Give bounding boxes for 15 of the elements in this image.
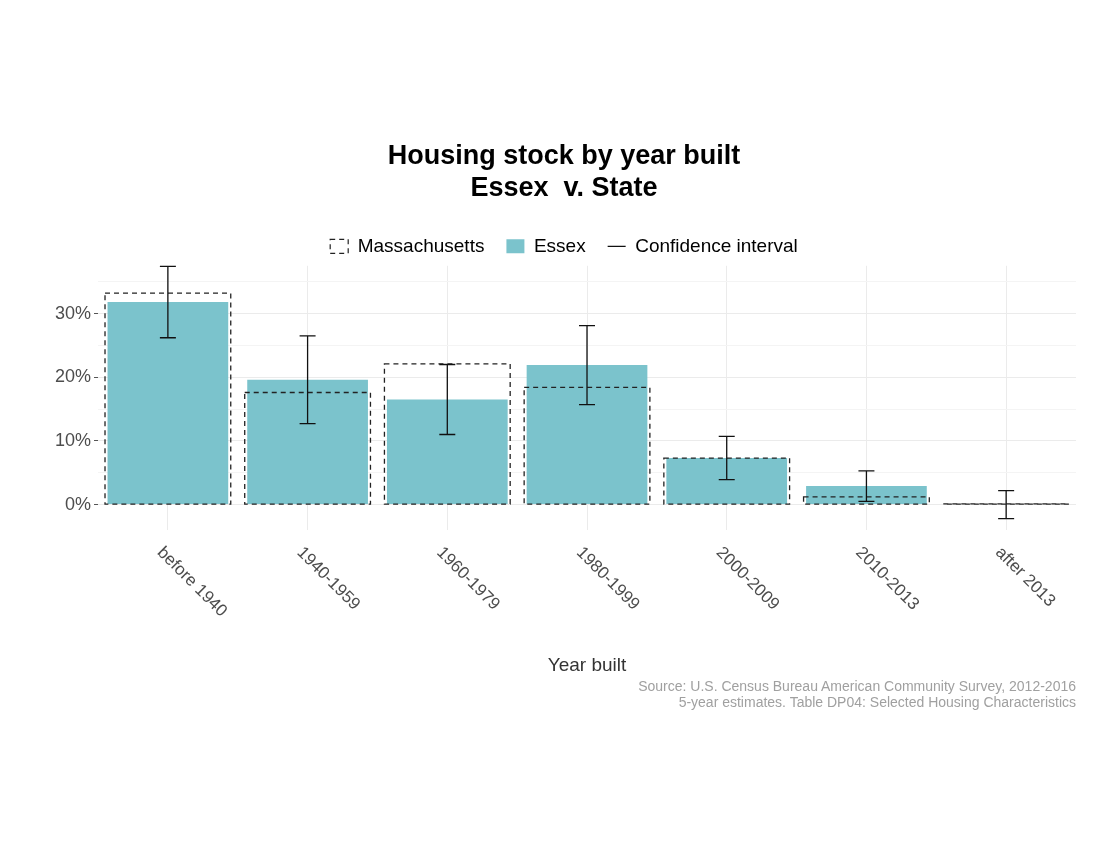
- y-tick-label: 0%: [65, 493, 92, 514]
- bar: [386, 399, 508, 505]
- y-tick-label: 30%: [55, 302, 92, 323]
- bar: [383, 363, 511, 505]
- x-axis-title: Year built: [547, 654, 627, 676]
- legend-label: Essex: [533, 234, 587, 256]
- y-tick-label: 10%: [55, 429, 92, 450]
- y-tick-label: 20%: [55, 366, 92, 387]
- legend-label: Massachusetts: [357, 234, 485, 256]
- chart-title: Housing stock by year built Essex v. State: [387, 139, 741, 203]
- text: Confidence interval: [635, 234, 798, 256]
- source-note: Source: U.S. Census Bureau American Community Survey, 2012-2016 5-year estimates. Table DP04: Selected Housing Characteristics: [638, 678, 1076, 710]
- bar: [802, 496, 930, 505]
- bar: [526, 365, 648, 505]
- bar: [523, 386, 651, 505]
